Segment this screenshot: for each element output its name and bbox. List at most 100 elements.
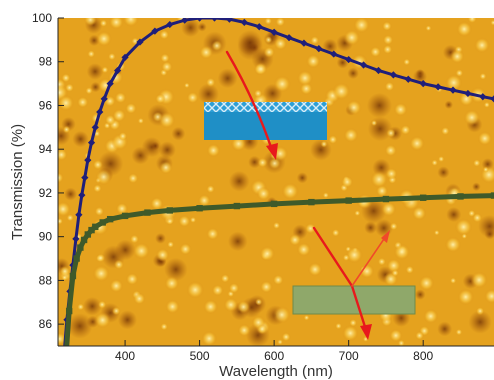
arrow-head-upper	[266, 143, 278, 160]
texture-grain	[223, 297, 239, 313]
data-point	[144, 209, 151, 216]
texture-grain	[94, 311, 111, 329]
y-tick-label: 90	[39, 230, 53, 244]
data-point	[100, 95, 108, 103]
data-point	[72, 235, 80, 243]
texture-grain	[178, 214, 191, 228]
texture-grain	[211, 40, 223, 52]
texture-pit	[472, 182, 481, 192]
texture-grain	[201, 330, 218, 346]
texture-grain	[353, 18, 370, 34]
texture-pit	[82, 296, 102, 316]
texture-pit	[67, 313, 93, 339]
texture-grain	[307, 262, 323, 277]
texture-grain	[449, 49, 465, 64]
texture-grain	[92, 159, 104, 171]
texture-pit	[237, 29, 263, 56]
texture-grain	[101, 66, 109, 74]
data-point	[389, 71, 397, 79]
data-point	[300, 39, 308, 47]
texture-grain	[305, 53, 321, 69]
texture-grain	[303, 314, 310, 321]
x-tick-label: 400	[115, 349, 135, 363]
texture-grain	[87, 49, 96, 59]
texture-grain	[477, 131, 493, 146]
data-point	[457, 193, 464, 200]
texture-grain	[310, 35, 320, 45]
texture-grain	[467, 209, 476, 218]
texture-grain	[391, 269, 399, 277]
texture-grain	[186, 91, 199, 104]
data-point	[330, 50, 338, 58]
series-line-1	[63, 18, 494, 346]
texture-grain	[113, 259, 125, 270]
texture-pit	[414, 289, 426, 300]
texture-grain	[93, 184, 102, 193]
texture-grain	[423, 308, 439, 324]
texture-grain	[409, 135, 425, 152]
texture-grain	[369, 46, 382, 58]
texture-grain	[197, 194, 211, 207]
x-tick-label: 700	[339, 349, 359, 363]
texture-grain	[165, 299, 180, 314]
data-point	[151, 27, 159, 35]
texture-pit	[197, 22, 207, 32]
texture-pit	[117, 310, 138, 330]
texture-grain	[276, 338, 284, 346]
texture-grain	[331, 228, 340, 237]
texture-grain	[96, 30, 112, 47]
texture-pit	[181, 18, 200, 38]
texture-grain	[108, 18, 124, 30]
y-tick-label: 98	[39, 55, 53, 69]
texture-pit	[217, 68, 238, 89]
texture-grain	[58, 217, 64, 225]
texture-grain	[296, 242, 311, 257]
data-point	[73, 255, 80, 262]
texture-grain	[273, 75, 291, 93]
texture-grain	[160, 53, 170, 63]
data-point	[374, 66, 383, 75]
data-point	[84, 231, 92, 238]
data-point	[121, 212, 129, 220]
texture-grain	[159, 160, 173, 175]
data-point	[308, 198, 315, 206]
data-point	[419, 194, 427, 201]
x-axis-title: Wavelength (nm)	[219, 363, 333, 380]
texture-grain	[132, 242, 151, 260]
texture-grain	[164, 275, 180, 291]
texture-grain	[385, 167, 398, 180]
texture-grain	[384, 81, 395, 92]
texture-grain	[205, 77, 216, 88]
texture-pit	[197, 83, 220, 105]
data-point	[196, 18, 204, 22]
texture-grain	[384, 144, 397, 157]
texture-pit	[437, 166, 450, 179]
texture-grain	[393, 102, 408, 117]
texture-grain	[444, 236, 462, 253]
data-point	[404, 75, 412, 83]
arrow-head-lower	[360, 324, 372, 340]
texture-grain	[490, 19, 494, 26]
texture-grain	[440, 126, 450, 136]
texture-pit	[437, 321, 453, 337]
data-point	[92, 223, 99, 231]
texture-pit	[310, 138, 332, 161]
texture-grain	[263, 46, 275, 58]
texture-grain	[483, 101, 491, 109]
y-tick-label: 86	[39, 317, 53, 331]
texture-pit	[151, 141, 160, 151]
texture-grain	[322, 191, 330, 199]
data-point	[81, 174, 89, 182]
texture-pit	[446, 206, 462, 223]
texture-grain	[92, 264, 110, 283]
texture-grain	[474, 37, 490, 54]
texture-grain	[472, 158, 481, 168]
data-point	[196, 205, 203, 212]
texture-grain	[393, 243, 411, 261]
texture-grain	[160, 322, 169, 331]
texture-grain	[400, 124, 411, 136]
texture-grain	[118, 131, 128, 141]
texture-grain	[155, 248, 170, 262]
afm-background	[58, 18, 494, 346]
data-point	[106, 215, 114, 223]
